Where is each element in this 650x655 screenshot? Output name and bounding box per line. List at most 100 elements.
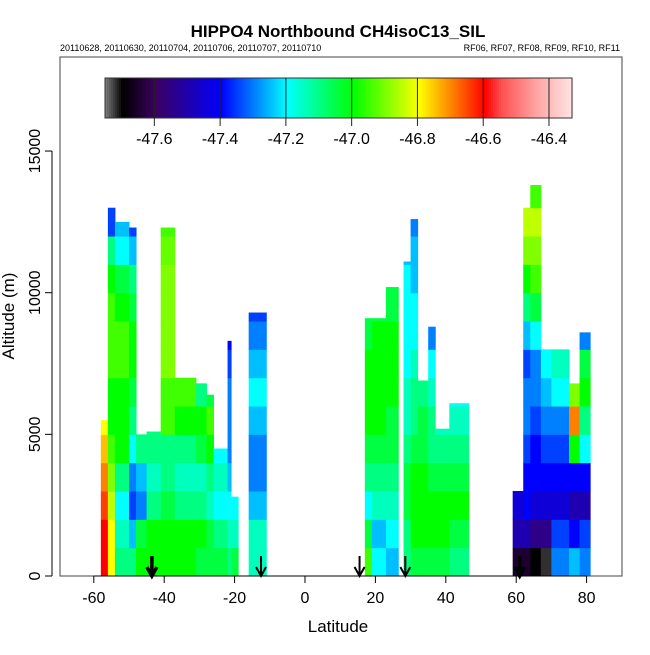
heatmap-cell xyxy=(227,340,232,350)
heatmap-cell xyxy=(540,491,552,520)
colorbar-tick-label: -47.2 xyxy=(268,131,305,148)
heatmap-cell xyxy=(206,519,214,549)
colorbar-swatch xyxy=(435,78,438,118)
heatmap-cell xyxy=(129,227,137,237)
heatmap-cell xyxy=(107,264,116,294)
colorbar-swatch xyxy=(471,78,474,118)
y-axis-label: Altitude (m) xyxy=(0,273,18,360)
heatmap-cell xyxy=(146,491,162,520)
colorbar-swatch xyxy=(361,78,364,118)
colorbar-swatch xyxy=(567,78,570,118)
heatmap-cell xyxy=(114,236,130,265)
heatmap-cell xyxy=(523,207,531,237)
colorbar-swatch xyxy=(449,78,452,118)
heatmap-cell xyxy=(403,264,412,294)
heatmap-cell xyxy=(248,491,267,520)
heatmap-cell xyxy=(403,292,412,322)
heatmap-cell xyxy=(213,462,229,492)
heatmap-cell xyxy=(371,547,387,577)
colorbar-swatch xyxy=(493,78,496,118)
colorbar-swatch xyxy=(553,78,556,118)
colorbar-swatch xyxy=(197,78,200,118)
heatmap-cell xyxy=(371,377,387,407)
colorbar-swatch xyxy=(513,78,516,118)
colorbar-swatch xyxy=(495,78,498,118)
axes: -60 -40 -20 0 20 40 60 80 0 5000 10000 15000 xyxy=(27,129,596,607)
colorbar-swatch xyxy=(487,78,490,118)
colorbar-swatch xyxy=(447,78,450,118)
heatmap-cell xyxy=(530,236,542,265)
colorbar-swatch xyxy=(531,78,534,118)
heatmap-cell xyxy=(364,377,373,407)
heatmap-cell xyxy=(227,462,232,492)
heatmap-cell xyxy=(540,519,552,549)
heatmap-cell xyxy=(227,349,232,379)
heatmap-cell xyxy=(530,207,542,237)
colorbar-swatch xyxy=(549,78,552,118)
colorbar-swatch xyxy=(341,78,344,118)
colorbar-swatch xyxy=(107,78,110,118)
heatmap-cell xyxy=(129,236,137,265)
heatmap-cell xyxy=(107,377,116,407)
colorbar-swatch xyxy=(521,78,524,118)
colorbar-swatch xyxy=(299,78,302,118)
heatmap-cell xyxy=(403,547,412,577)
colorbar-swatch xyxy=(127,78,130,118)
heatmap-cell xyxy=(410,491,419,520)
heatmap-cell xyxy=(417,547,429,577)
x-tick-label: 40 xyxy=(437,590,455,607)
heatmap-cell xyxy=(114,264,130,294)
heatmap-cell xyxy=(530,292,542,322)
heatmap-cell xyxy=(107,434,116,464)
colorbar-swatch xyxy=(203,78,206,118)
heatmap-cell xyxy=(248,434,267,464)
heatmap-cell xyxy=(371,349,387,379)
colorbar-swatch xyxy=(261,78,264,118)
colorbar-tick-label: -47.4 xyxy=(202,131,239,148)
colorbar-swatch xyxy=(375,78,378,118)
heatmap-cell xyxy=(569,462,581,492)
colorbar-swatch xyxy=(515,78,518,118)
heatmap-cell xyxy=(417,406,429,435)
colorbar-swatch xyxy=(477,78,480,118)
heatmap-cell xyxy=(231,547,239,577)
colorbar-swatch xyxy=(485,78,488,118)
colorbar-tick-label: -46.6 xyxy=(465,131,502,148)
heatmap-cell xyxy=(540,462,552,492)
heatmap-cell xyxy=(100,462,109,492)
colorbar-swatch xyxy=(377,78,380,118)
heatmap-cell xyxy=(417,491,429,520)
colorbar-swatch xyxy=(139,78,142,118)
colorbar-swatch xyxy=(269,78,272,118)
colorbar-swatch xyxy=(543,78,546,118)
colorbar-swatch xyxy=(533,78,536,118)
heatmap-cell xyxy=(248,349,267,379)
colorbar-swatch xyxy=(329,78,332,118)
heatmap-cell xyxy=(435,491,450,520)
colorbar-swatch xyxy=(557,78,560,118)
heatmap-cell xyxy=(160,462,176,492)
colorbar-swatch xyxy=(407,78,410,118)
heatmap-cell xyxy=(579,377,591,407)
heatmap-cell xyxy=(195,491,207,520)
heatmap-cell xyxy=(385,491,399,520)
heatmap-cell xyxy=(160,547,176,577)
colorbar-swatch xyxy=(249,78,252,118)
colorbar-swatch xyxy=(395,78,398,118)
heatmap-cell xyxy=(530,547,542,577)
colorbar-swatch xyxy=(277,78,280,118)
heatmap-cell xyxy=(523,406,531,435)
heatmap-cell xyxy=(160,264,176,294)
heatmap-cell xyxy=(174,547,197,577)
heatmap-cell xyxy=(417,380,429,407)
heatmap-cell xyxy=(523,236,531,265)
colorbar-swatch xyxy=(331,78,334,118)
heatmap-cell xyxy=(129,321,137,350)
colorbar-swatch xyxy=(165,78,168,118)
colorbar-swatch xyxy=(225,78,228,118)
heatmap-cell xyxy=(512,491,524,520)
heatmap-cell xyxy=(530,519,542,549)
heatmap-cell xyxy=(579,547,591,577)
colorbar-swatch xyxy=(417,78,420,118)
